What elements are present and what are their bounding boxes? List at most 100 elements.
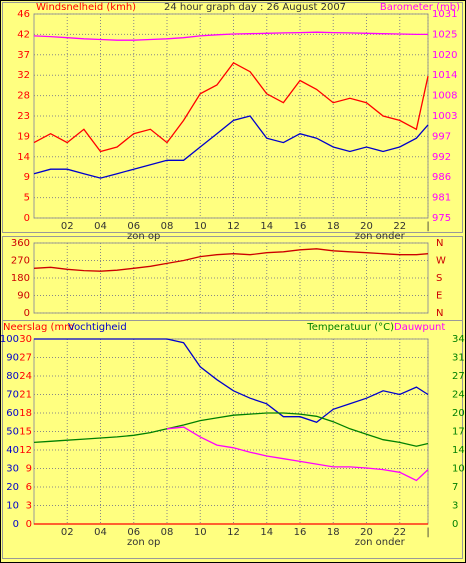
y2-tick-label: 0 <box>452 519 458 530</box>
series-line <box>34 338 429 424</box>
panel-frame <box>2 2 463 233</box>
y-tick-label: 42 <box>17 29 30 40</box>
y2-tick-label: 1008 <box>432 91 457 102</box>
series-line <box>166 426 429 482</box>
x-tick-label: 22 <box>393 527 406 538</box>
x-tick-label: 06 <box>127 527 140 538</box>
y2-tick-label: 10 <box>452 464 465 475</box>
x-tick-label: 14 <box>260 527 273 538</box>
y-tick-label: 180 <box>11 273 30 284</box>
y-tick-label: 46 <box>17 9 30 20</box>
y3-tick-label: 0 <box>26 519 32 530</box>
x-tick-label: 12 <box>227 527 240 538</box>
y2-tick-label: 20 <box>452 408 465 419</box>
x-tick-label: 10 <box>194 221 207 232</box>
y-tick-label: 80 <box>6 371 19 382</box>
annotation: zon op <box>127 537 160 548</box>
y2-tick-label: E <box>436 291 442 302</box>
y2-tick-label: 3 <box>452 501 458 512</box>
y2-tick-label: 7 <box>452 482 458 493</box>
y-tick-label: 20 <box>6 482 19 493</box>
y2-tick-label: 1020 <box>432 50 457 61</box>
y-tick-label: 32 <box>17 70 30 81</box>
legend-label: Vochtigheid <box>68 322 127 333</box>
y2-tick-label: 986 <box>432 172 451 183</box>
y3-tick-label: 24 <box>19 371 32 382</box>
y2-tick-label: 1025 <box>432 29 457 40</box>
x-tick-label: 14 <box>260 221 273 232</box>
y-tick-label: 0 <box>24 213 30 224</box>
y-tick-label: 5 <box>24 193 30 204</box>
legend-label: Neerslag (mm <box>3 322 74 333</box>
y-tick-label: 23 <box>17 111 30 122</box>
plot-area <box>33 242 429 314</box>
x-tick-label: 18 <box>327 221 340 232</box>
y-tick-label: 0 <box>24 308 30 319</box>
y-tick-label: 14 <box>17 152 30 163</box>
y-tick-label: 90 <box>17 291 30 302</box>
y3-tick-label: 18 <box>19 408 32 419</box>
y2-tick-label: 981 <box>432 193 451 204</box>
y3-tick-label: 6 <box>26 482 32 493</box>
y-tick-label: 90 <box>6 353 19 364</box>
plot-area <box>33 13 429 219</box>
y2-axis-label: Barometer (mb) <box>380 2 460 13</box>
x-tick-label: 06 <box>127 221 140 232</box>
y3-tick-label: 3 <box>26 501 32 512</box>
y-tick-label: 50 <box>6 427 19 438</box>
y2-tick-label: 975 <box>432 213 451 224</box>
y3-tick-label: 27 <box>19 353 32 364</box>
x-tick-label: 18 <box>327 527 340 538</box>
y2-tick-label: 1031 <box>432 9 457 20</box>
y3-tick-label: 21 <box>19 390 32 401</box>
y-tick-label: 270 <box>11 256 30 267</box>
x-tick-label: 04 <box>94 527 107 538</box>
x-tick-label: 20 <box>360 527 373 538</box>
x-tick-label: 02 <box>61 221 74 232</box>
y2-tick-label: S <box>436 273 442 284</box>
y3-tick-label: 15 <box>19 427 32 438</box>
y3-tick-label: 12 <box>19 445 32 456</box>
annotation: zon onder <box>355 537 406 548</box>
plot-area <box>33 338 429 525</box>
x-tick-label: 12 <box>227 221 240 232</box>
series-line <box>33 412 429 447</box>
y3-tick-label: 30 <box>19 334 32 345</box>
y-tick-label: 30 <box>6 464 19 475</box>
annotation: zon onder <box>355 231 406 242</box>
y2-tick-label: 17 <box>452 427 465 438</box>
y-tick-label: 0 <box>13 519 19 530</box>
x-tick-label: 22 <box>393 221 406 232</box>
x-tick-label: 08 <box>161 527 174 538</box>
y2-tick-label: 27 <box>452 371 465 382</box>
y2-tick-label: 24 <box>452 390 465 401</box>
y2-tick-label: 1014 <box>432 70 457 81</box>
y2-tick-label: 31 <box>452 353 465 364</box>
y-tick-label: 360 <box>11 238 30 249</box>
series-line <box>33 31 428 41</box>
x-tick-label: 08 <box>161 221 174 232</box>
y2-tick-label: 1003 <box>432 111 457 122</box>
y-tick-label: 19 <box>17 131 30 142</box>
series-line <box>33 61 429 153</box>
y-tick-label: 100 <box>0 334 19 345</box>
y3-tick-label: 9 <box>26 464 32 475</box>
legend-label: Temperatuur (°C) <box>306 322 394 333</box>
y-tick-label: 10 <box>6 501 19 512</box>
y-tick-label: 28 <box>17 91 30 102</box>
y-tick-label: 40 <box>6 445 19 456</box>
x-tick-label: 04 <box>94 221 107 232</box>
x-tick-label: 02 <box>61 527 74 538</box>
series-line <box>33 115 429 179</box>
y2-tick-label: 992 <box>432 152 451 163</box>
x-tick-label: | <box>426 527 429 538</box>
legend-label: Dauwpunt <box>394 322 445 333</box>
y2-tick-label: 34 <box>452 334 465 345</box>
y-tick-label: 37 <box>17 50 30 61</box>
y-axis-label: Windsnelheid (kmh) <box>36 2 136 13</box>
x-tick-label: 16 <box>294 221 307 232</box>
y2-tick-label: 997 <box>432 131 451 142</box>
y2-tick-label: 14 <box>452 445 465 456</box>
y-tick-label: 60 <box>6 408 19 419</box>
